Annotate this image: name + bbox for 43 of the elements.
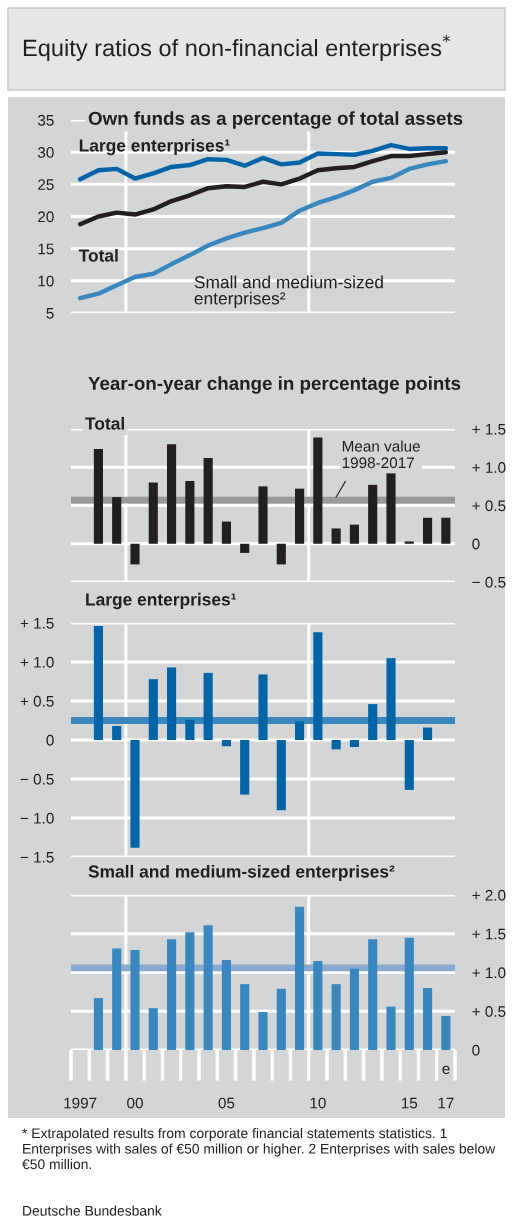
y-tick-label: + 2.0 (472, 889, 506, 901)
y-tick-label: 35 (37, 114, 54, 126)
x-tick-label: 10 (310, 1097, 326, 1109)
y-tick-label: − 1.5 (20, 852, 54, 863)
ref-line-label: Mean value 1998-2017 (342, 440, 420, 469)
y-tick-label: + 1.5 (472, 928, 506, 940)
y-tick-label: − 0.5 (20, 773, 54, 785)
y-tick-label: 10 (38, 275, 54, 287)
y-tick-label: + 0.5 (20, 695, 54, 707)
chart-title: Equity ratios of non-financial enterprises$^{*}$ (23, 34, 450, 61)
y-tick-label: − 0.5 (472, 576, 506, 588)
y-tick-label: 0 (46, 734, 54, 746)
text: e (442, 1065, 450, 1075)
y-tick-label: + 1.0 (472, 967, 506, 979)
y-tick-label: 25 (38, 179, 54, 191)
x-tick-label: 17 (438, 1097, 454, 1109)
y-tick-label: + 1.5 (20, 618, 54, 629)
series-label: Total (78, 248, 118, 262)
series-label: Small and medium-sized enterprises² (194, 275, 383, 308)
y-tick-label: 0 (472, 1044, 480, 1056)
chart-subtitle: Year-on-year change in percentage points (88, 376, 461, 394)
y-tick-label: + 0.5 (472, 1006, 506, 1017)
series-label: Large enterprises¹ (79, 138, 230, 156)
chart-title: Small and medium-sized enterprises² (88, 864, 395, 882)
y-tick-label: − 1.0 (20, 812, 54, 824)
y-tick-label: + 1.5 (472, 424, 506, 435)
y-tick-label: 0 (472, 538, 480, 550)
x-tick-label: 00 (127, 1097, 143, 1109)
text: * Extrapolated results from corporate financial statements statistics. 1 Enterprises with sales of €50 million or higher. 2 Enterprises with sales below €50 million. (22, 1128, 496, 1170)
x-tick-label: 15 (401, 1097, 418, 1109)
y-tick-label: 5 (46, 308, 54, 319)
x-tick-label: 1997 (64, 1097, 97, 1109)
y-tick-label: + 1.0 (472, 462, 506, 473)
y-tick-label: 15 (38, 243, 54, 255)
chart-subtitle: Own funds as a percentage of total assets (88, 111, 463, 129)
y-tick-label: 30 (37, 147, 54, 158)
y-tick-label: 20 (38, 211, 54, 223)
chart-title: Large enterprises¹ (86, 592, 236, 610)
y-tick-label: + 1.0 (20, 656, 54, 668)
y-tick-label: + 0.5 (472, 500, 506, 512)
text: Deutsche Bundesbank (23, 1205, 162, 1216)
x-tick-label: 05 (218, 1097, 235, 1109)
chart-title: Total (85, 416, 124, 430)
